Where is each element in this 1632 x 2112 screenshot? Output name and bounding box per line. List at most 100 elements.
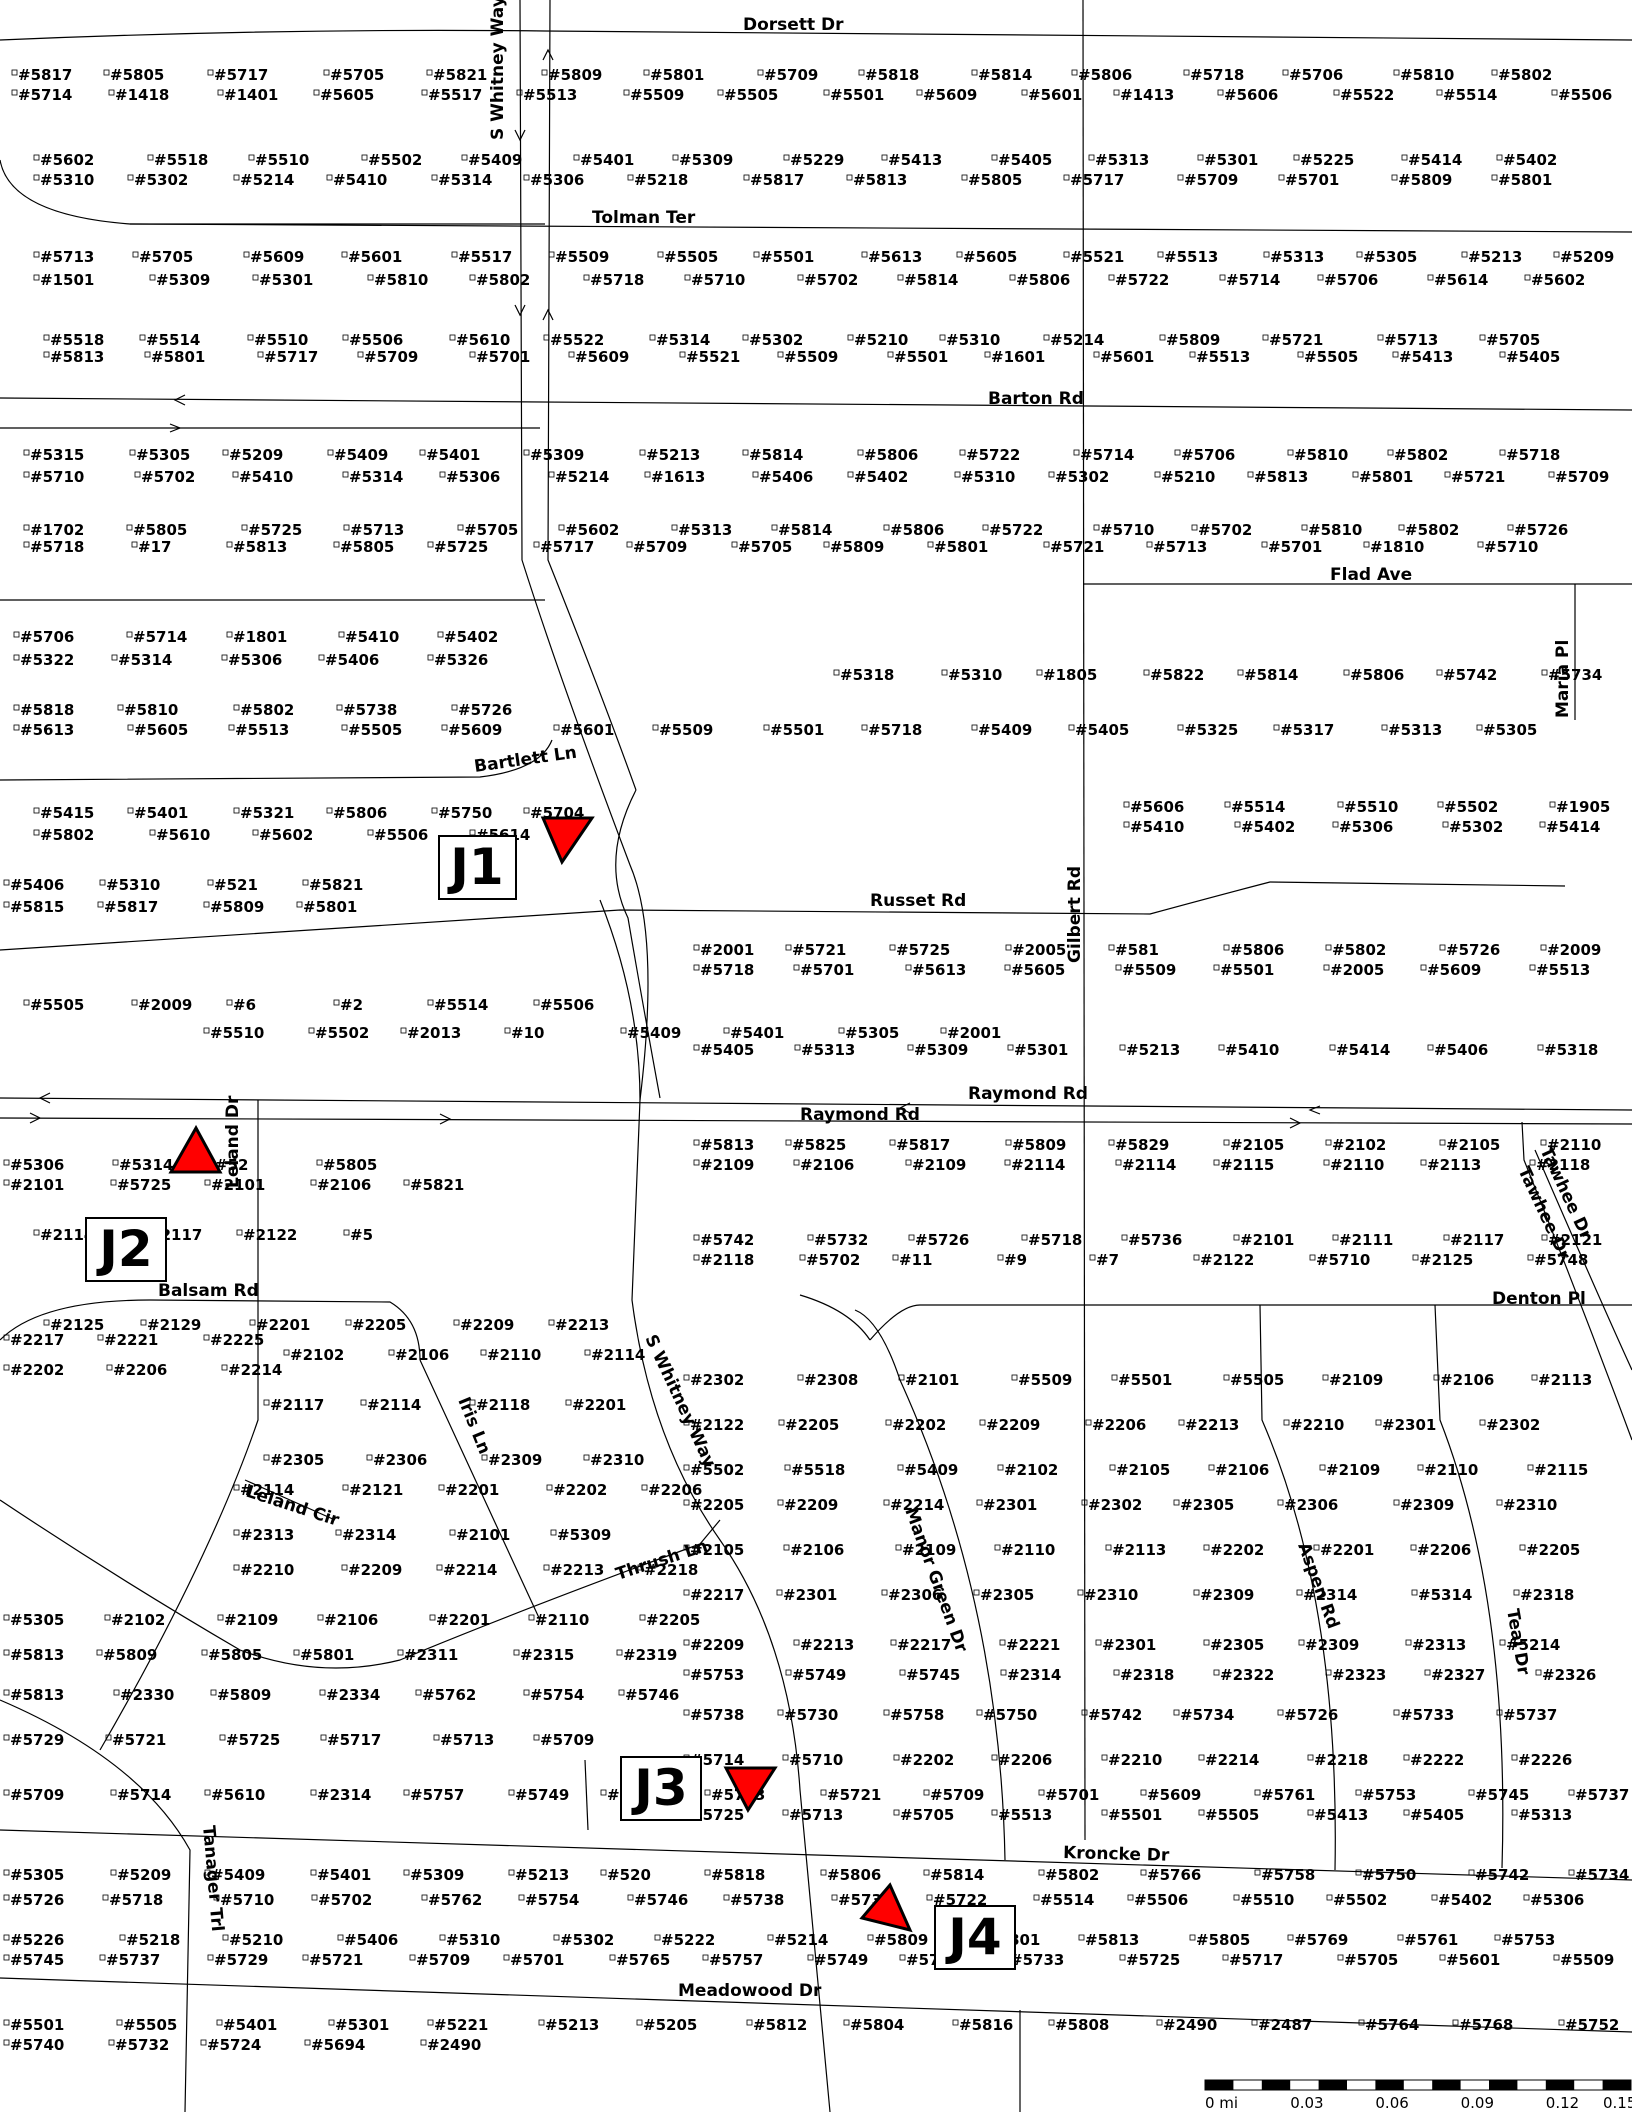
address-text: #2121: [349, 1481, 403, 1499]
address-label: #2218: [1307, 1751, 1368, 1769]
address-point: [861, 724, 868, 731]
address-point: [1085, 1419, 1092, 1426]
address-text: #5213: [515, 1866, 569, 1884]
address-point: [616, 1649, 623, 1656]
address-label: #5601: [1093, 348, 1154, 366]
address-text: #5501: [1108, 1806, 1162, 1824]
address-point: [140, 1319, 147, 1326]
junction-label-j4-box[interactable]: J4: [934, 1905, 1016, 1970]
address-label: #2110: [1417, 1461, 1478, 1479]
address-label: #2314: [1296, 1586, 1357, 1604]
address-point: [620, 1027, 627, 1034]
address-text: #5710: [1484, 538, 1538, 556]
address-label: #5702: [799, 1251, 860, 1269]
address-text: #5765: [616, 1951, 670, 1969]
address-point: [337, 1934, 344, 1941]
address-point: [457, 524, 464, 531]
junction-label-j1-box[interactable]: J1: [438, 835, 517, 900]
address-text: #5748: [1534, 1251, 1588, 1269]
address-text: #5309: [410, 1866, 464, 1884]
address-text: #5605: [963, 248, 1017, 266]
address-label: #5605: [127, 721, 188, 739]
address-label: #5401: [127, 804, 188, 822]
address-text: #5406: [10, 876, 64, 894]
address-label: #5713: [1377, 331, 1438, 349]
address-label: #5742: [693, 1231, 754, 1249]
address-label: #5817: [11, 66, 72, 84]
junction-marker-j4[interactable]: [859, 1882, 913, 1933]
address-text: #2201: [256, 1316, 310, 1334]
address-label: #5705: [323, 66, 384, 84]
address-text: #5509: [659, 721, 713, 739]
address-text: #5605: [1011, 961, 1065, 979]
address-label: #5814: [897, 271, 958, 289]
address-label: #5736: [1121, 1231, 1182, 1249]
address-label: #5732: [807, 1231, 868, 1249]
address-point: [543, 1564, 550, 1571]
address-point: [1529, 1159, 1536, 1166]
address-label: #5510: [1233, 1891, 1294, 1909]
address-point: [1105, 1544, 1112, 1551]
address-text: #5714: [18, 86, 72, 104]
address-text: #5501: [894, 348, 948, 366]
address-label: #5753: [683, 1666, 744, 1684]
address-point: [113, 1689, 120, 1696]
address-text: #5714: [690, 1751, 744, 1769]
address-label: #5502: [1437, 798, 1498, 816]
junction-marker-j1[interactable]: [540, 816, 595, 866]
address-label: #5821: [302, 876, 363, 894]
address-text: #5401: [426, 446, 480, 464]
address-label: #5406: [752, 468, 813, 486]
address-label: #5701: [469, 348, 530, 366]
address-text: #5314: [349, 468, 403, 486]
address-point: [43, 351, 50, 358]
address-label: #5605: [1004, 961, 1065, 979]
address-point: [1375, 1419, 1382, 1426]
address-label: #5725: [110, 1176, 171, 1194]
address-point: [131, 999, 138, 1006]
address-text: #5814: [930, 1866, 984, 1884]
address-text: #2202: [1210, 1541, 1264, 1559]
address-point: [1496, 1499, 1503, 1506]
address-text: #5310: [961, 468, 1015, 486]
address-label: #5314: [431, 171, 492, 189]
address-point: [897, 274, 904, 281]
address-label: #5813: [3, 1646, 64, 1664]
address-label: #5733: [1393, 1706, 1454, 1724]
junction-marker-j3[interactable]: [723, 1766, 778, 1813]
address-text: #5710: [1100, 521, 1154, 539]
address-point: [243, 251, 250, 258]
address-label: #5314: [342, 468, 403, 486]
junction-label-j3-box[interactable]: J3: [620, 1756, 702, 1821]
address-point: [1261, 541, 1268, 548]
address-label: #5415: [33, 804, 94, 822]
address-text: #17: [138, 538, 171, 556]
address-point: [247, 334, 254, 341]
address-text: #5761: [1404, 1931, 1458, 1949]
address-text: #2315: [520, 1646, 574, 1664]
address-text: #2110: [1001, 1541, 1055, 1559]
address-label: #5506: [1551, 86, 1612, 104]
address-text: #2114: [367, 1396, 421, 1414]
address-point: [3, 1734, 10, 1741]
address-text: #5702: [804, 271, 858, 289]
address-point: [1048, 2019, 1055, 2026]
address-label: #2217: [683, 1586, 744, 1604]
address-label: #5717: [533, 538, 594, 556]
address-text: #5717: [214, 66, 268, 84]
address-point: [982, 524, 989, 531]
address-point: [1283, 1419, 1290, 1426]
address-label: #5401: [310, 1866, 371, 1884]
address-label: #5802: [1491, 66, 1552, 84]
address-text: #5613: [868, 248, 922, 266]
address-point: [1115, 964, 1122, 971]
address-label: #2301: [776, 1586, 837, 1604]
junction-label-j2-box[interactable]: J2: [85, 1217, 167, 1282]
junction-marker-j2[interactable]: [168, 1124, 223, 1174]
address-label: #5310: [941, 666, 1002, 684]
address-label: #5606: [1217, 86, 1278, 104]
address-point: [469, 1399, 476, 1406]
address-label: #5813: [1247, 468, 1308, 486]
address-label: #2115: [1527, 1461, 1588, 1479]
